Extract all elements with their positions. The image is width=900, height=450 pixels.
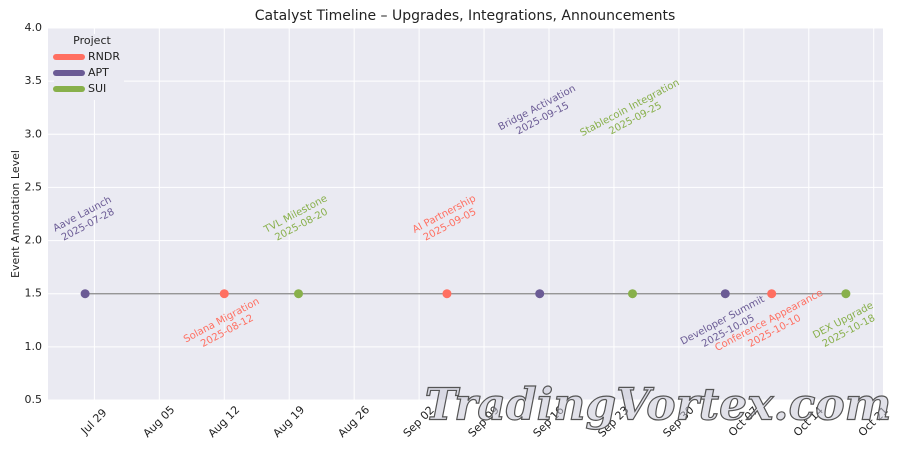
x-tick-label: Aug 26: [335, 403, 372, 440]
legend: Project RNDR APT SUI: [53, 34, 124, 100]
event-marker: [80, 289, 90, 299]
y-tick-label: 2.0: [25, 234, 43, 247]
x-tick-label: Aug 19: [270, 403, 307, 440]
event-marker: [628, 289, 637, 299]
event-marker: [767, 289, 777, 299]
x-tick-label: Jul 29: [78, 406, 110, 438]
y-tick-label: 4.0: [25, 21, 43, 34]
x-tick-label: Aug 05: [141, 403, 178, 440]
legend-label: RNDR: [88, 50, 120, 63]
event-marker: [219, 289, 229, 299]
y-tick-label: 1.5: [25, 287, 43, 300]
event-marker: [841, 289, 851, 299]
legend-title: Project: [73, 34, 111, 47]
event-marker: [442, 289, 452, 299]
event-marker: [535, 289, 545, 299]
chart-title: Catalyst Timeline – Upgrades, Integratio…: [255, 8, 676, 24]
y-axis-label: Event Annotation Level: [9, 150, 22, 278]
watermark: TradingVortex.com: [425, 380, 892, 431]
event-marker: [294, 289, 303, 299]
event-marker: [720, 289, 730, 299]
legend-label: SUI: [88, 82, 106, 95]
legend-label: APT: [88, 66, 109, 79]
y-tick-label: 3.5: [25, 74, 43, 87]
y-tick-label: 1.0: [25, 340, 43, 353]
y-tick-label: 3.0: [25, 127, 43, 140]
y-tick-label: 2.5: [25, 180, 43, 193]
y-tick-label: 0.5: [25, 393, 43, 406]
x-tick-label: Aug 12: [206, 403, 243, 440]
